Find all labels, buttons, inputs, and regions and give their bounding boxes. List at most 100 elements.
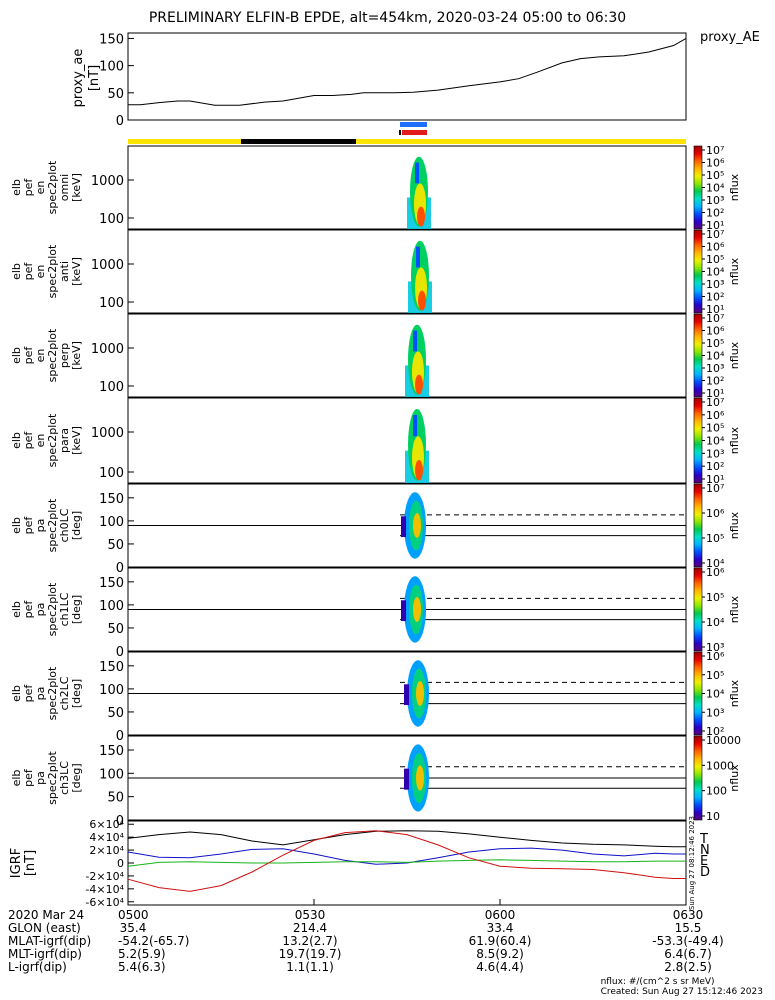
panel-ylabel-line: spec2plot [46, 328, 59, 382]
ytick-label: 4×10⁴ [89, 831, 124, 844]
title-text: PRELIMINARY ELFIN-B EPDE, alt=454km, 202… [148, 10, 627, 26]
colorbar-tick-label: 10¹ [706, 219, 724, 232]
panel-ylabel-line: pef [22, 431, 35, 450]
colorbar-tick-label: 10⁶ [706, 409, 725, 422]
eph-l: 1.1(1.1) [286, 960, 334, 974]
colorbar-tick-label: 10⁴ [706, 557, 725, 570]
status-bar-yellow [128, 139, 686, 144]
eph-glon: 15.5 [674, 921, 702, 935]
ytick-label: -6×10⁴ [85, 896, 124, 909]
panel-ylabel-line: ch0LC [58, 508, 71, 542]
proxy-ae-legend: proxy_AE [700, 30, 760, 45]
proxy-ae-frame [127, 32, 687, 121]
colorbar-tick-label: 10³ [706, 706, 724, 719]
eph-label-glon: GLON (east) [8, 921, 81, 935]
ytick-label: 1000 [91, 174, 124, 189]
colorbar-tick-label: 10⁴ [706, 435, 725, 448]
ephemeris-column-0630: 0630 15.5 -53.3(-49.4) 6.4(6.7) 2.8(2.5) [633, 909, 743, 974]
ytick-label: 100 [99, 466, 124, 481]
colorbar-tick-label: 10⁷ [706, 228, 724, 241]
ytick-label: 100 [99, 515, 124, 530]
ytick-label: 6×10⁴ [89, 818, 124, 831]
pa-spectra-core [413, 597, 421, 622]
panel-ylabel-line: spec2plot [46, 666, 59, 720]
eph-time: 0500 [118, 908, 149, 922]
eph-mlat: -53.3(-49.4) [652, 934, 724, 948]
colorbar-tick-label: 10⁶ [706, 325, 725, 338]
colorbar-frame [693, 735, 703, 821]
colorbar [694, 314, 702, 397]
ytick-label: 100 [99, 599, 124, 614]
panel-ylabel-line: perp [58, 343, 71, 368]
spectra-high-tail [413, 415, 417, 437]
panel-ylabel-line: [deg] [70, 511, 83, 540]
ytick-label: 150 [99, 576, 124, 591]
colorbar-label: nflux [728, 426, 741, 454]
eph-l: 2.8(2.5) [664, 960, 712, 974]
spectra-high-tail [413, 330, 417, 352]
pa-spectra-core [416, 681, 424, 706]
colorbar-label: nflux [728, 595, 741, 623]
panel-ylabel-line: [keV] [70, 257, 83, 286]
pa-spectra-core [413, 513, 421, 538]
panel-ylabel-line: pa [34, 687, 47, 701]
colorbar-tick-label: 10¹ [706, 473, 724, 486]
eph-mlat: -54.2(-65.7) [118, 934, 190, 948]
ytick-label: 1000 [91, 258, 124, 273]
eph-mlat: 61.9(60.4) [468, 934, 532, 948]
colorbar-tick-label: 10⁴ [706, 688, 725, 701]
panel-ylabel-line: pef [22, 262, 35, 281]
panel-ylabel-line: en [34, 181, 47, 195]
panel-ylabel-line: elb [10, 601, 23, 618]
ytick-label: 1000 [91, 342, 124, 357]
colorbar [694, 398, 702, 483]
units-note: nflux: #/(cm^2 s sr MeV) [600, 977, 715, 987]
ytick-label: 50 [107, 87, 124, 102]
colorbar-tick-label: 10000 [706, 734, 741, 747]
igrf-line-N [127, 847, 686, 865]
eph-mlat: 13.2(2.7) [282, 934, 338, 948]
ytick-label: 50 [107, 791, 124, 806]
colorbar [694, 568, 702, 651]
colorbar-label: nflux [728, 341, 741, 369]
colorbar-tick-label: 10³ [706, 641, 724, 654]
ephemeris-column-0600: 0600 33.4 61.9(60.4) 8.5(9.2) 4.6(4.4) [455, 909, 545, 974]
ytick-label: 0 [116, 561, 124, 576]
colorbar-tick-label: 10⁶ [706, 566, 725, 579]
panel-ylabel-line: ch1LC [58, 592, 71, 626]
colorbar-tick-label: 10¹ [706, 387, 724, 400]
colorbar-label: nflux [728, 679, 741, 707]
ytick-label: -4×10⁴ [85, 883, 124, 896]
ephemeris-labels: 2020 Mar 24 GLON (east) MLAT-igrf(dip) M… [8, 909, 91, 974]
colorbar-tick-label: 10¹ [706, 303, 724, 316]
colorbar [694, 230, 702, 313]
panel-ylabel-line: spec2plot [46, 498, 59, 552]
pa-spectra-edge [401, 516, 406, 538]
eph-mlt: 5.2(5.9) [118, 947, 166, 961]
colorbar-tick-label: 10 [706, 810, 720, 823]
igrf-line-E [127, 859, 686, 867]
spectra-high-tail [416, 246, 420, 268]
colorbar-tick-label: 10⁴ [706, 350, 725, 363]
panel-ylabel-line: ch2LC [58, 676, 71, 710]
ytick-label: 50 [107, 622, 124, 637]
panel-ylabel-line: elb [10, 179, 23, 196]
ytick-label: 0 [117, 857, 124, 870]
pa-spectra-core [416, 765, 424, 791]
colorbar-tick-label: 10⁵ [706, 337, 724, 350]
eph-label-l: L-igrf(dip) [8, 960, 67, 974]
panel-ylabel-line: [deg] [70, 595, 83, 624]
colorbar-tick-label: 100 [706, 785, 727, 798]
colorbar-tick-label: 10⁵ [706, 169, 724, 182]
panel-ylabel-line: [keV] [70, 173, 83, 202]
panel-ylabel-line: elb [10, 263, 23, 280]
eph-glon: 33.4 [486, 921, 514, 935]
igrf-legend-T: T [699, 832, 708, 847]
colorbar-tick-label: 10³ [706, 447, 724, 460]
eph-glon: 35.4 [119, 921, 147, 935]
ytick-label: 50 [107, 538, 124, 553]
colorbar-tick-label: 10⁷ [706, 312, 724, 325]
colorbar-tick-label: 10⁵ [706, 591, 724, 604]
ytick-label: 0 [116, 729, 124, 744]
colorbar-tick-label: 10⁵ [706, 253, 724, 266]
